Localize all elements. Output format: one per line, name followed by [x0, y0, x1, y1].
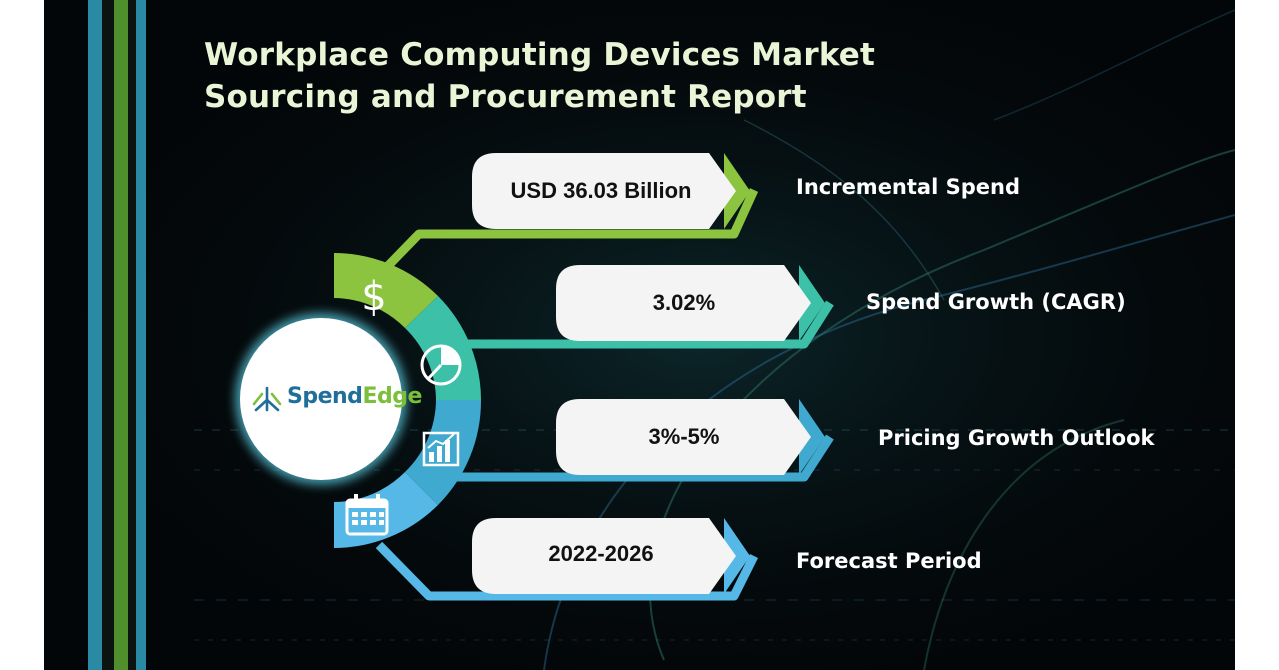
pill-shape-4: [472, 518, 750, 594]
accent-stripe-dark: [102, 0, 114, 670]
dollar-icon: $: [361, 274, 386, 320]
metric-label-incremental-spend: Incremental Spend: [796, 175, 1020, 199]
page-title: Workplace Computing Devices Market Sourc…: [204, 34, 875, 118]
metrics-graphic: $: [334, 153, 834, 601]
metric-value-forecast-period: 2022-2026: [548, 541, 654, 566]
title-line-2: Sourcing and Procurement Report: [204, 79, 807, 115]
logo-brand-edge: Edge: [362, 384, 422, 409]
bar-chart-icon: [422, 431, 460, 467]
calendar-icon: [345, 494, 389, 536]
metric-value-pricing-growth: 3%-5%: [648, 424, 720, 449]
accent-stripe-blue: [88, 0, 102, 670]
pill-shape-2: [556, 265, 825, 341]
spendedge-logo-text: SpendEdge: [287, 384, 422, 409]
metric-label-forecast-period: Forecast Period: [796, 549, 982, 573]
spendedge-tree-icon: [252, 386, 282, 412]
arc-segment-spend: [334, 253, 438, 328]
accent-stripe-dark: [128, 0, 136, 670]
connector-line-2: [454, 300, 834, 349]
pill-shape-3: [556, 399, 825, 475]
connector-line-1: [380, 188, 759, 274]
logo-brand-spend: Spend: [287, 384, 363, 409]
arc-left-fill-top: [334, 253, 336, 298]
accent-stripe-teal: [136, 0, 146, 670]
metric-value-spend-growth: 3.02%: [652, 290, 716, 315]
accent-stripe-green: [114, 0, 128, 670]
connector-line-4: [375, 541, 759, 601]
infographic-canvas: Workplace Computing Devices Market Sourc…: [44, 0, 1235, 670]
connector-line-3: [449, 434, 834, 482]
title-line-1: Workplace Computing Devices Market: [204, 37, 876, 73]
pie-chart-icon: [420, 344, 462, 386]
metric-label-pricing-growth: Pricing Growth Outlook: [878, 426, 1155, 450]
spendedge-logo-circle: SpendEdge: [240, 318, 422, 480]
pill-shape-1: [472, 153, 750, 229]
arc-segment-pricing: [405, 400, 482, 505]
metric-label-spend-growth: Spend Growth (CAGR): [866, 290, 1126, 314]
metric-value-incremental-spend: USD 36.03 Billion: [510, 178, 692, 203]
